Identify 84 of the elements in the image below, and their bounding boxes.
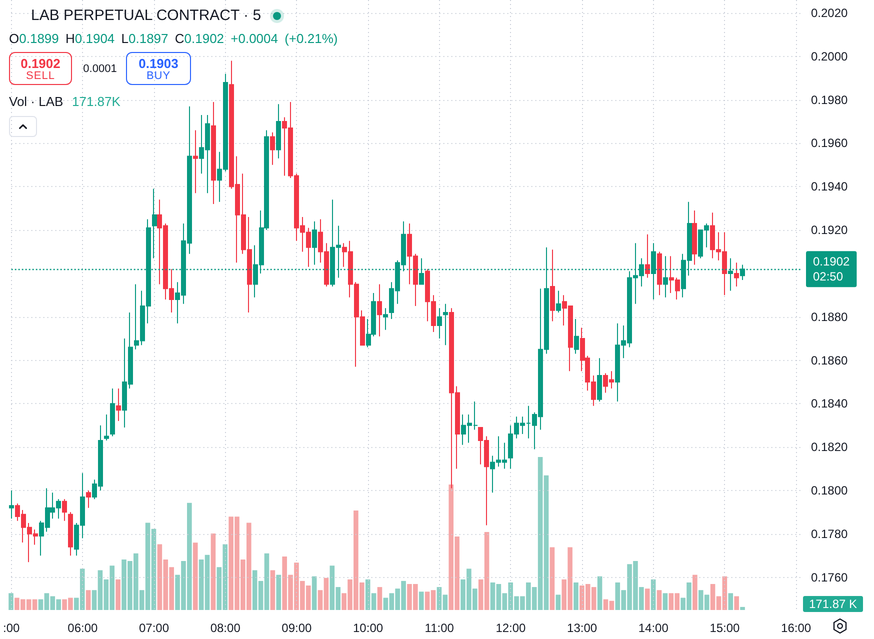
bar <box>270 570 276 610</box>
bar <box>740 606 745 610</box>
ref-line-label: 0.1902 02:50 <box>813 254 850 284</box>
bar <box>734 596 739 610</box>
candlestick <box>383 308 388 330</box>
annotation: SELL <box>25 70 56 82</box>
candlestick <box>312 220 317 266</box>
y-tick-label: 0.1980 <box>811 92 848 107</box>
annotation: O0.1899 H0.1904 L0.1897 C0.1902 +0.0004 (+0.21%) <box>9 31 338 46</box>
bar <box>192 542 198 610</box>
candlestick <box>645 234 650 278</box>
buy-button: 0.1903 BUY <box>126 52 191 85</box>
x-tick-label: 10:00 <box>353 621 384 635</box>
candlestick <box>86 490 91 508</box>
candlestick <box>574 318 579 354</box>
x-tick-label: 07:00 <box>139 621 170 635</box>
x-tick-label: 14:00 <box>638 621 669 635</box>
bar <box>418 592 424 610</box>
candlestick <box>9 490 14 520</box>
y-tick-label: 0.1960 <box>811 136 848 150</box>
annotation: BUY <box>145 70 172 82</box>
bar <box>662 593 668 610</box>
annotation: Vol · LAB <box>9 94 64 109</box>
y-tick-label: 0.1820 <box>811 440 848 454</box>
bar <box>728 593 734 610</box>
candlestick <box>550 249 555 322</box>
candlestick <box>270 132 275 166</box>
bar <box>312 576 317 610</box>
x-tick-label: 08:00 <box>210 621 241 635</box>
candlestick <box>276 104 281 159</box>
y-tick-label: 0.1800 <box>811 483 848 498</box>
candlestick <box>437 308 442 340</box>
annotation: 0.0001 <box>82 63 118 75</box>
bar <box>644 588 650 610</box>
x-tick-label: 16:00 <box>781 621 812 635</box>
bar <box>692 574 698 610</box>
candlestick <box>377 284 382 337</box>
candlestick <box>657 251 662 296</box>
text: 171.87 K <box>803 596 864 612</box>
bar <box>86 590 91 610</box>
bar <box>116 579 120 610</box>
x-tick-label: 13:00 <box>567 621 598 635</box>
x-tick-label: 15:00 <box>710 621 740 635</box>
y-tick-label: 0.2000 <box>811 49 848 64</box>
candlestick <box>110 388 115 437</box>
sell-button: 0.1902 SELL <box>9 52 72 85</box>
annotation: 171.87K <box>72 94 120 109</box>
candlestick <box>556 290 561 314</box>
bar <box>8 593 14 610</box>
y-tick-label: 0.2020 <box>811 6 848 20</box>
x-tick-label: 06:00 <box>68 621 98 635</box>
candlestick <box>152 188 157 259</box>
candlestick <box>692 210 697 266</box>
y-tick-label: 0.1940 <box>811 180 848 194</box>
annotation: 0.1903 <box>138 56 180 71</box>
candlestick <box>68 512 73 556</box>
candlestick <box>211 102 216 204</box>
y-tick-label: 0.1920 <box>811 223 848 238</box>
x-tick-label: 11:00 <box>424 621 454 635</box>
bar <box>656 590 662 610</box>
bar <box>276 574 282 610</box>
annotation: 0.1902 <box>20 56 62 71</box>
bar <box>377 587 382 610</box>
candlestick <box>116 388 121 422</box>
bar <box>556 594 561 610</box>
candlestick <box>597 358 602 402</box>
y-tick-label: 0.1780 <box>811 526 848 541</box>
bar <box>210 534 216 610</box>
candlestick <box>443 303 448 346</box>
y-tick-label: 0.1860 <box>811 353 848 368</box>
y-tick-label: 0.1840 <box>811 396 848 411</box>
y-tick-label: 0.1760 <box>811 570 848 584</box>
candlestick <box>104 414 109 442</box>
bar <box>550 547 555 610</box>
text: LAB PERPETUAL CONTRACT · 5 <box>31 7 262 25</box>
candlestick <box>62 498 67 522</box>
candlestick <box>734 262 739 287</box>
x-tick-label: :00 <box>2 621 20 635</box>
x-tick-label: 12:00 <box>496 621 526 635</box>
x-tick-label: 09:00 <box>282 621 312 635</box>
y-tick-label: 0.1880 <box>811 310 848 324</box>
bar <box>574 582 578 610</box>
bar <box>597 576 602 610</box>
candlestick <box>193 130 198 194</box>
